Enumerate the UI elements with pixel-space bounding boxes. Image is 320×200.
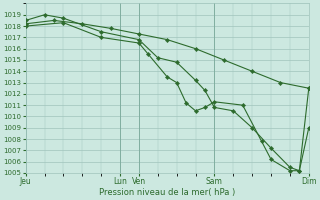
X-axis label: Pression niveau de la mer( hPa ): Pression niveau de la mer( hPa ) [99,188,235,197]
